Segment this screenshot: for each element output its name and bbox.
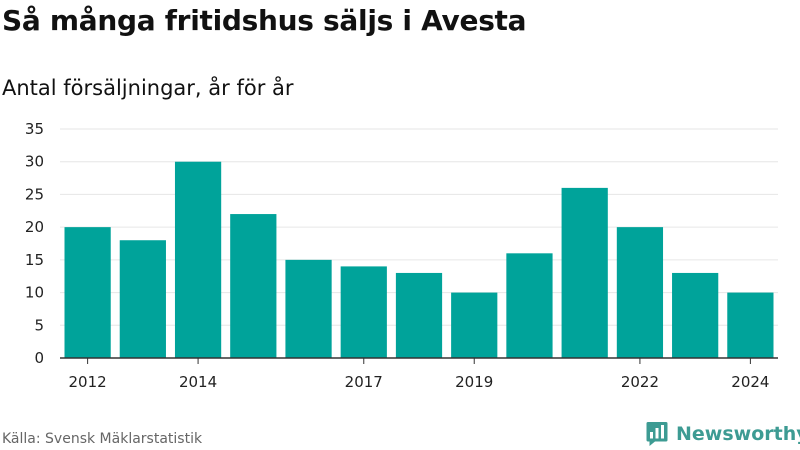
y-tick-label: 20 [25,218,44,236]
newsworthy-chart-logo-icon [646,422,668,446]
y-tick-label: 10 [25,284,44,302]
bar-2019 [451,292,498,358]
x-tick-label: 2024 [731,373,769,391]
x-tick-label: 2014 [179,373,217,391]
source-note: Källa: Svensk Mäklarstatistik [2,431,203,447]
y-tick-label: 30 [25,153,44,171]
bar-2013 [119,240,166,358]
bar-2018 [395,272,443,358]
bar-2017 [340,266,387,358]
x-tick-label: 2012 [69,373,107,391]
y-tick-label: 15 [25,251,44,269]
x-tick-label: 2022 [621,373,659,391]
bar-2023 [672,272,719,358]
bar-2024 [727,292,774,358]
bar-2015 [230,214,277,358]
x-tick-label: 2019 [455,373,493,391]
chart-title: Så många fritidshus säljs i Avesta [2,4,527,37]
y-tick-label: 35 [25,120,44,138]
bars [64,161,774,358]
y-tick-label: 0 [34,349,44,367]
x-axis-ticks: 2012 2014 2017 2019 2022 2024 [69,358,769,391]
chart-subtitle: Antal försäljningar, år för år [2,76,294,100]
y-tick-label: 25 [25,185,44,203]
x-tick-label: 2017 [345,373,383,391]
bar-2022 [616,227,664,358]
y-tick-label: 5 [34,316,44,334]
bar-2012 [64,227,111,358]
bar-chart: 0 5 10 15 20 25 30 35 2012 2014 2017 2019 2022 2024 [25,120,778,391]
brand-name: Newsworthy [676,423,800,445]
y-axis-ticks: 0 5 10 15 20 25 30 35 [25,120,44,367]
bar-2020 [506,253,553,358]
bar-2016 [285,259,332,358]
bar-2014 [174,161,222,358]
bar-2021 [561,187,608,358]
brand: Newsworthy [646,420,800,448]
